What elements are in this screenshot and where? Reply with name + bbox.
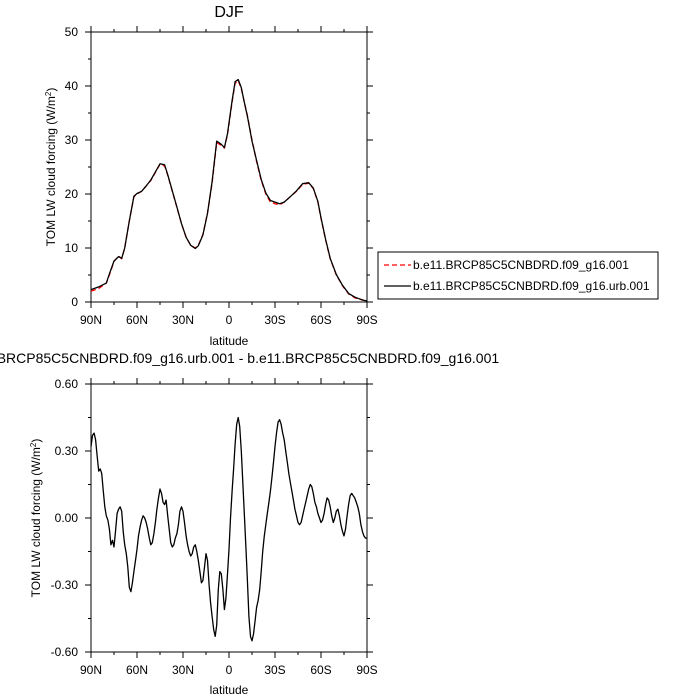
bottom-panel: b.e11.BRCP85C5CNBDRD.f09_g16.urb.001 - b… [0, 350, 499, 697]
bottom-x-tick-label-0: 90N [80, 663, 102, 677]
bottom-y-tick-label-0: 0.60 [55, 377, 79, 391]
bottom-x-tick-label-6: 90S [356, 663, 377, 677]
top-x-tick-label-6: 90S [356, 313, 377, 327]
top-y-tick-labels: 0 10 20 30 40 50 [65, 25, 79, 309]
top-series-line-0 [90, 79, 368, 302]
top-x-tick-labels: 90N 60N 30N 0 30S 60S 90S [80, 313, 378, 327]
bottom-y-tick-label-1: 0.30 [55, 444, 79, 458]
top-x-tick-label-2: 30N [172, 313, 194, 327]
bottom-y-tick-label-2: 0.00 [55, 511, 79, 525]
bottom-y-axis-label-main: TOM LW cloud forcing (W/m [29, 447, 43, 597]
top-axis-ticks [85, 26, 373, 308]
top-series-line-1 [90, 78, 368, 302]
bottom-y-tick-labels: 0.60 0.30 0.00 -0.30 -0.60 [51, 377, 79, 659]
bottom-x-tick-labels: 90N 60N 30N 0 30S 60S 90S [80, 663, 378, 677]
bottom-x-tick-label-4: 30S [264, 663, 285, 677]
top-y-axis-label-sup: 2 [44, 91, 53, 96]
bottom-y-tick-label-3: -0.30 [51, 578, 79, 592]
top-panel: DJF 90N 60N 30N 0 30S 60S 90S 0 10 20 30 40 50 lati… [44, 4, 378, 348]
bottom-x-tick-label-2: 30N [172, 663, 194, 677]
bottom-x-tick-label-3: 0 [226, 663, 233, 677]
bottom-x-tick-label-1: 60N [126, 663, 148, 677]
top-x-tick-label-5: 60S [310, 313, 331, 327]
top-y-tick-label-4: 40 [65, 79, 79, 93]
bottom-y-axis-label-sup: 2 [29, 442, 38, 447]
legend-label-series-2: b.e11.BRCP85C5CNBDRD.f09_g16.urb.001 [413, 279, 650, 293]
top-y-axis-label: TOM LW cloud forcing (W/m2) [44, 88, 59, 247]
top-series-group [90, 78, 368, 302]
top-y-axis-label-end: ) [44, 88, 58, 92]
top-x-axis-label: latitude [210, 334, 249, 348]
bottom-y-axis-label-end: ) [29, 439, 43, 443]
top-plot-frame [90, 31, 368, 303]
top-y-tick-label-5: 50 [65, 25, 79, 39]
top-x-tick-label-3: 0 [226, 313, 233, 327]
legend-box [377, 251, 659, 300]
top-y-tick-label-2: 20 [65, 187, 79, 201]
legend: b.e11.BRCP85C5CNBDRD.f09_g16.001 b.e11.B… [377, 251, 659, 300]
top-y-axis-label-main: TOM LW cloud forcing (W/m [44, 96, 58, 246]
top-y-tick-label-1: 10 [65, 241, 79, 255]
top-chart-title: DJF [214, 4, 244, 21]
bottom-x-axis-label: latitude [210, 683, 249, 697]
top-y-tick-label-3: 30 [65, 133, 79, 147]
bottom-x-tick-label-5: 60S [310, 663, 331, 677]
bottom-axis-ticks [85, 378, 373, 658]
top-x-tick-label-4: 30S [264, 313, 285, 327]
legend-label-series-1: b.e11.BRCP85C5CNBDRD.f09_g16.001 [413, 258, 629, 272]
top-x-tick-label-0: 90N [80, 313, 102, 327]
top-x-tick-label-1: 60N [126, 313, 148, 327]
top-y-tick-label-0: 0 [71, 295, 78, 309]
bottom-series-line-0 [90, 416, 367, 642]
bottom-y-axis-label: TOM LW cloud forcing (W/m2) [29, 439, 44, 598]
bottom-plot-frame [90, 383, 368, 653]
bottom-series-group [90, 416, 367, 642]
bottom-chart-title: b.e11.BRCP85C5CNBDRD.f09_g16.urb.001 - b… [0, 350, 499, 366]
bottom-y-tick-label-4: -0.60 [51, 645, 79, 659]
